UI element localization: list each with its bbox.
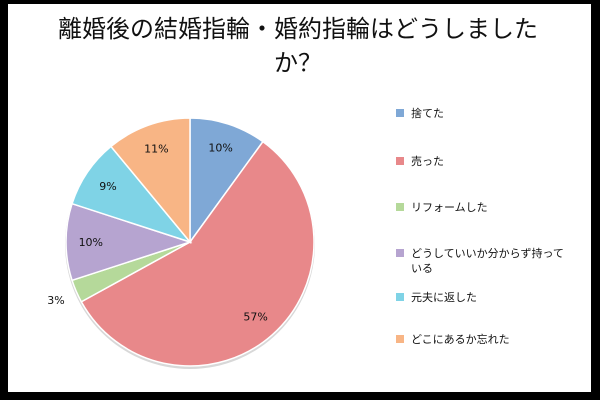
legend-item-0: 捨てた <box>396 106 566 121</box>
legend-label-0: 捨てた <box>411 107 444 120</box>
legend-swatch-0 <box>396 109 404 117</box>
legend-swatch-1 <box>396 157 404 165</box>
legend-swatch-3 <box>396 249 404 257</box>
legend-swatch-5 <box>396 335 404 343</box>
legend-label-3: どうしていいか分からず持っている <box>411 247 564 275</box>
legend-item-4: 元夫に返した <box>396 290 566 305</box>
slice-data-label-2: 3% <box>47 294 64 307</box>
pie-slice-3 <box>65 202 193 282</box>
slice-data-label-5: 11% <box>144 143 168 156</box>
slice-data-label-0: 10% <box>208 142 232 155</box>
chart-title: 離婚後の結婚指輪・婚約指輪はどうしましたか？ <box>58 15 538 77</box>
legend-item-3: どうしていいか分からず持っている <box>396 246 566 276</box>
pie-slice-1 <box>80 140 315 367</box>
legend-label-2: リフォームした <box>411 201 488 214</box>
legend-label-5: どこにあるか忘れた <box>411 333 510 346</box>
pie-slice-0 <box>189 117 264 245</box>
legend-label-4: 元夫に返した <box>411 291 477 304</box>
legend-item-5: どこにあるか忘れた <box>396 332 566 347</box>
slice-data-label-1: 57% <box>243 310 267 323</box>
legend-item-1: 売った <box>396 154 566 169</box>
legend-label-1: 売った <box>411 155 444 168</box>
legend-swatch-2 <box>396 203 404 211</box>
pie-slice-5 <box>109 117 191 245</box>
slice-data-label-3: 10% <box>79 236 103 249</box>
legend-swatch-4 <box>396 293 404 301</box>
legend-item-2: リフォームした <box>396 200 566 215</box>
slice-data-label-4: 9% <box>99 180 116 193</box>
